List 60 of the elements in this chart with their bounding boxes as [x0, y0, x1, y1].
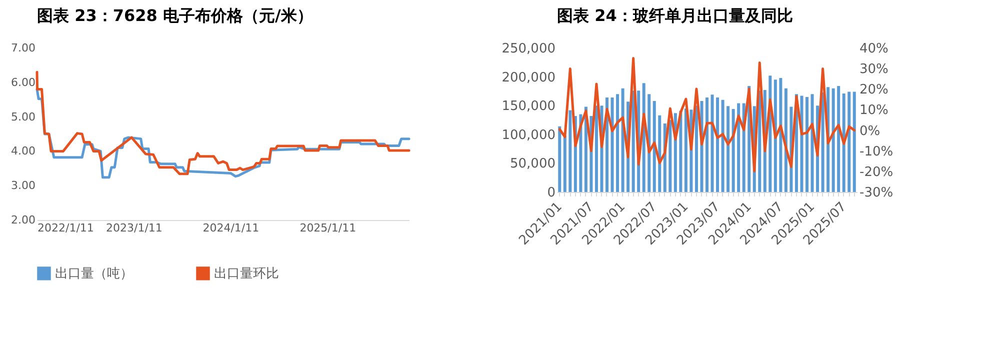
bar: [594, 106, 598, 192]
bar: [706, 98, 708, 192]
y2-tick-label: 30%: [860, 62, 888, 78]
y2-tick-label: 20%: [860, 82, 888, 98]
bar: [726, 106, 730, 192]
y-tick-label: 200,000: [502, 70, 556, 86]
x-tick-label: 2023/1/11: [106, 222, 162, 234]
bar: [568, 110, 572, 192]
y-tick-label: 7.00: [11, 42, 36, 54]
y-tick-label: 0: [547, 186, 556, 200]
bar: [652, 100, 656, 192]
y2-tick-label: -10%: [860, 144, 894, 160]
bar: [832, 88, 835, 192]
bar: [694, 106, 698, 192]
y2-tick-label: 40%: [860, 42, 888, 56]
y2-tick-label: -20%: [860, 164, 894, 180]
bar: [774, 80, 777, 192]
y2-tick-label: -30%: [860, 186, 894, 200]
chart-title: 图表 24：玻纤单月出口量及同比: [557, 6, 793, 25]
line-series: [558, 57, 856, 172]
bar: [684, 108, 688, 192]
bar: [632, 90, 635, 192]
bar: [810, 94, 814, 192]
bar: [784, 88, 788, 192]
bar: [721, 100, 724, 192]
legend-label: 出口量（吨）: [55, 266, 133, 282]
bar: [710, 94, 714, 192]
y2-tick-label: 10%: [860, 103, 888, 118]
bar: [821, 92, 824, 192]
legend-label: 出口量环比: [214, 266, 279, 282]
bar: [737, 103, 740, 192]
bar: [842, 94, 846, 192]
y-tick-label: 100,000: [502, 128, 556, 143]
x-tick-label: 2025/1/11: [300, 222, 356, 234]
bar: [852, 92, 856, 192]
y-tick-label: 50,000: [510, 156, 556, 172]
y2-tick-label: 0%: [860, 124, 880, 139]
y-tick-label: 4.00: [11, 144, 36, 158]
bar: [658, 115, 662, 192]
chart-title: 图表 23：7628 电子布价格（元/米）: [37, 6, 313, 25]
y-tick-label: 6.00: [11, 76, 36, 89]
x-tick-label: 2022/1/11: [38, 222, 94, 234]
bar: [558, 126, 562, 192]
bar: [848, 92, 851, 192]
bar: [668, 120, 672, 192]
bar: [732, 109, 735, 192]
bar: [563, 136, 566, 192]
x-tick-label: 2024/1/11: [202, 222, 260, 234]
bar: [610, 98, 614, 192]
bar: [779, 78, 782, 192]
line-series: [36, 70, 410, 176]
bar: [716, 98, 720, 192]
y-tick-label: 3.00: [11, 179, 36, 192]
bar: [837, 86, 840, 192]
bar: [616, 94, 620, 192]
y-tick-label: 5.00: [11, 110, 36, 124]
y-tick-label: 2.00: [11, 214, 36, 226]
y-tick-label: 250,000: [502, 42, 556, 56]
y-tick-label: 150,000: [502, 99, 556, 114]
bar: [806, 96, 808, 192]
